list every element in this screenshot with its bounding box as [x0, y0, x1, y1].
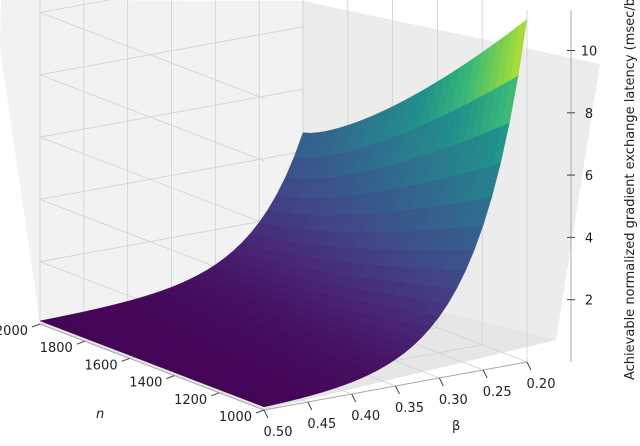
y-tick-label: 0.20 [527, 377, 556, 392]
grid-line-z [38, 151, 304, 286]
z-tick-label: 8 [585, 107, 593, 122]
z-tick-label: 2 [585, 294, 593, 309]
x-tick-mark [255, 409, 265, 414]
z-tick-label: 4 [585, 231, 593, 246]
y-tick-mark [307, 401, 313, 411]
grid-line-z [38, 26, 304, 162]
grid-line-z [38, 0, 265, 99]
y-tick-mark [438, 377, 444, 387]
grid-line-z [38, 88, 304, 224]
y-tick-label: 0.30 [439, 393, 468, 408]
x-tick-label: 1400 [129, 376, 162, 391]
x-tick-mark [121, 357, 130, 362]
surface-mesh [39, 18, 528, 408]
y-tick-label: 0.35 [395, 401, 424, 416]
x-tick-label: 1800 [40, 341, 73, 356]
x-tick-mark [31, 323, 41, 328]
z-axis-label: Achievable normalized gradient exchange … [623, 0, 638, 380]
x-tick-label: 2000 [0, 324, 28, 339]
x-tick-mark [166, 375, 175, 380]
x-tick-label: 1200 [174, 393, 207, 408]
y-tick-mark [482, 369, 488, 379]
y-tick-mark [263, 409, 269, 419]
x-tick-label: 1000 [219, 410, 252, 425]
back-left-pane [0, 0, 303, 324]
y-tick-label: 0.50 [264, 425, 293, 440]
y-axis-label: β [452, 419, 460, 434]
z-tick-label: 6 [585, 169, 593, 184]
x-tick-mark [76, 340, 85, 345]
y-tick-label: 0.40 [351, 409, 380, 424]
x-tick-mark [211, 392, 220, 397]
x-axis-label: n [96, 407, 104, 422]
y-tick-label: 0.25 [483, 385, 512, 400]
y-tick-mark [526, 361, 532, 371]
z-tick-label: 10 [581, 44, 598, 59]
x-tick-label: 1600 [85, 358, 118, 373]
y-tick-mark [395, 385, 400, 395]
x-axis-line [39, 323, 265, 411]
y-tick-mark [351, 393, 357, 403]
surface-cell [510, 18, 528, 81]
y-tick-label: 0.45 [307, 417, 336, 432]
tick-labels: 2000 1800 1600 1400 1200 1000 0.50 0.45 0.40 0.35… [0, 10, 597, 440]
